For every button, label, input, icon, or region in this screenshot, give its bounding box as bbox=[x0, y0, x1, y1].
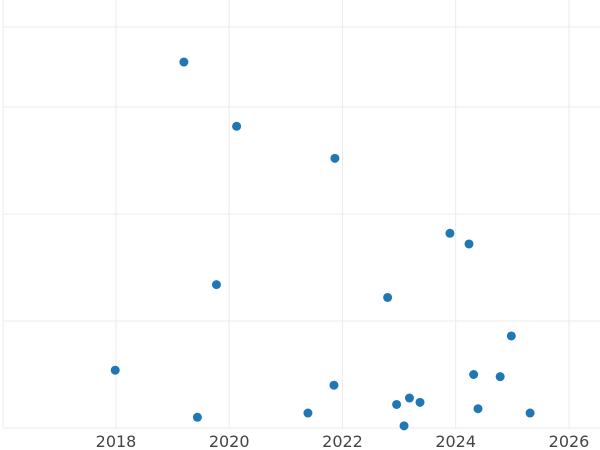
data-point bbox=[445, 228, 455, 238]
data-point bbox=[329, 380, 339, 390]
data-point bbox=[192, 412, 202, 422]
data-point bbox=[506, 331, 516, 341]
x-tick-label: 2018 bbox=[96, 432, 137, 450]
data-point bbox=[469, 370, 479, 379]
data-point bbox=[495, 372, 505, 382]
data-point bbox=[330, 153, 340, 163]
data-point bbox=[110, 365, 120, 375]
x-tick-label: 2022 bbox=[322, 432, 363, 450]
x-tick-label: 2026 bbox=[549, 432, 590, 450]
data-point bbox=[473, 404, 483, 414]
data-point bbox=[232, 121, 242, 131]
data-point bbox=[464, 239, 474, 249]
data-point bbox=[211, 280, 221, 290]
data-point bbox=[392, 399, 402, 409]
data-point bbox=[179, 57, 189, 67]
data-point bbox=[415, 397, 425, 407]
data-point bbox=[303, 408, 313, 418]
x-tick-label: 2024 bbox=[435, 432, 476, 450]
data-point bbox=[525, 408, 535, 418]
y-gridlines bbox=[2, 0, 600, 429]
data-point bbox=[404, 393, 414, 403]
data-point bbox=[399, 421, 409, 431]
x-axis-ticks: 2018 2020 2022 2024 2026 bbox=[96, 432, 590, 450]
data-point bbox=[383, 292, 393, 302]
x-gridlines bbox=[115, 0, 570, 428]
x-tick-label: 2020 bbox=[209, 432, 250, 450]
data-points bbox=[110, 57, 535, 431]
